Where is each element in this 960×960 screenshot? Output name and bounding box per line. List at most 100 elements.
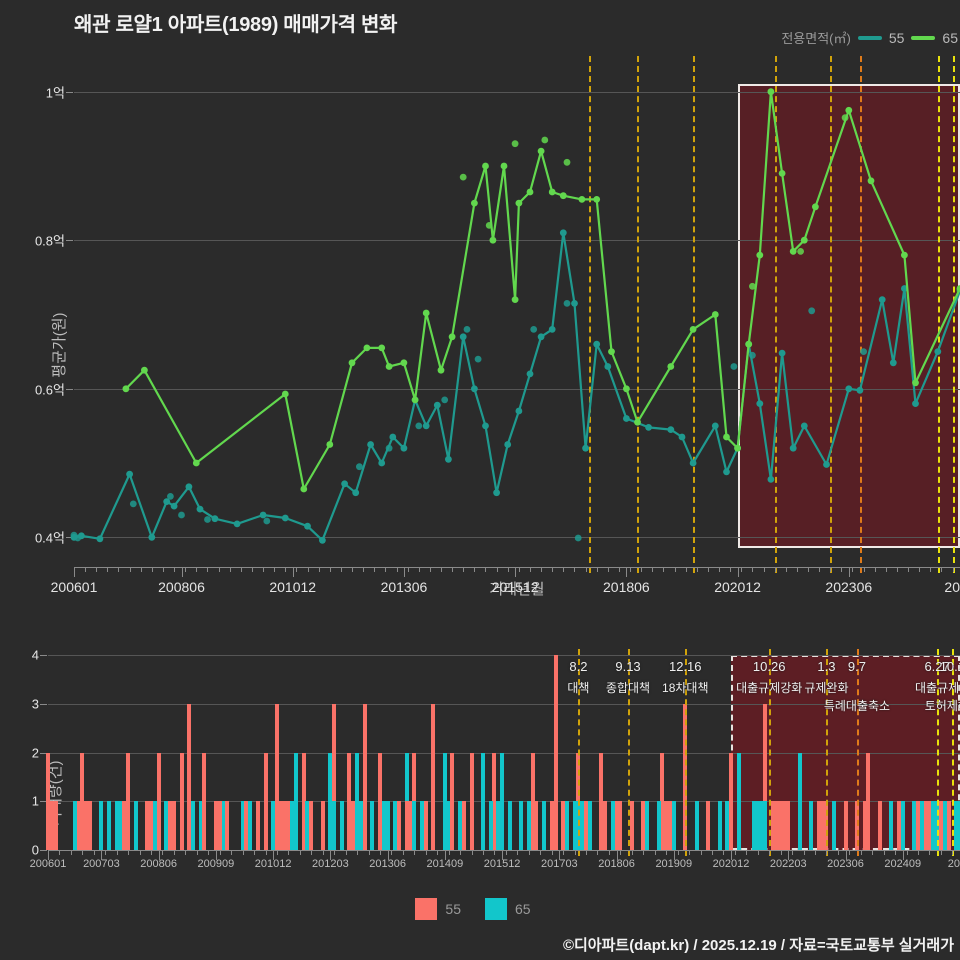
event-vline-volume [628, 649, 631, 856]
price-point-55 [667, 426, 675, 433]
price-scatter-65 [841, 114, 849, 122]
price-point-55 [515, 407, 523, 415]
x-tick-minor-volume [151, 851, 153, 855]
event-label-date: 1.3 [817, 659, 836, 674]
x-tick-minor-volume [505, 851, 507, 855]
volume-bar [660, 752, 665, 850]
x-tick-minor-volume [116, 851, 118, 855]
price-point-55 [559, 229, 567, 237]
x-tick-minor [263, 568, 265, 572]
event-label-name: 종합대책 [605, 681, 651, 695]
y-tick-label-volume: 2 [31, 745, 39, 760]
x-tick-label-volume: 200703 [83, 858, 120, 870]
x-tick-minor-volume [769, 851, 771, 855]
price-point-65 [300, 485, 308, 493]
x-tick-minor-volume [231, 851, 233, 855]
volume-bar [782, 801, 787, 850]
x-tick-minor [251, 568, 253, 572]
price-point-65 [422, 309, 430, 317]
x-tick-minor-volume [70, 851, 72, 855]
volume-bar [431, 703, 436, 850]
event-vline-volume [578, 649, 581, 856]
price-scatter-65 [541, 136, 549, 144]
x-tick-minor [496, 568, 498, 572]
volume-bar [942, 801, 947, 850]
price-point-65 [281, 390, 289, 398]
x-tick-minor-volume [952, 851, 954, 855]
price-scatter-55 [530, 326, 538, 333]
event-vline [952, 56, 955, 573]
volume-bar [240, 801, 245, 850]
price-scatter-55 [167, 493, 174, 500]
x-tick-minor [352, 568, 354, 572]
event-vline-volume [952, 649, 955, 856]
volume-bar [496, 801, 501, 850]
volume-bar [225, 801, 230, 850]
x-tick-minor [140, 568, 142, 572]
price-scatter-55 [563, 300, 571, 307]
y-tick-mark [66, 240, 73, 242]
volume-bar [187, 703, 192, 850]
x-tick-minor [752, 568, 754, 572]
volume-bar [152, 801, 157, 850]
volume-bar [99, 801, 104, 850]
x-tick-label-price: 201806 [603, 579, 650, 595]
price-scatter-55 [463, 326, 471, 333]
price-point-55 [352, 489, 360, 497]
x-tick-minor [285, 568, 287, 572]
x-tick-minor-volume [368, 851, 370, 855]
y-tick-label-volume: 4 [31, 647, 39, 663]
x-tick-minor [240, 568, 242, 572]
volume-bar [53, 801, 58, 850]
x-tick-minor-volume [780, 851, 782, 855]
volume-bar [927, 801, 932, 850]
price-point-65 [912, 379, 919, 387]
x-tick-minor [652, 568, 654, 572]
price-point-55 [823, 461, 830, 468]
x-tick-major-volume [215, 851, 217, 860]
x-tick-major-volume [101, 851, 103, 860]
price-point-55 [711, 422, 719, 430]
event-vline-volume [856, 649, 859, 856]
x-tick-minor [552, 568, 554, 572]
volume-bar [912, 801, 917, 850]
x-tick-minor-volume [814, 851, 816, 855]
volume-bar [706, 801, 711, 850]
event-label-date: 10.26 [752, 659, 786, 674]
volume-bar [843, 801, 848, 850]
x-tick-label-volume: 201703 [540, 858, 578, 870]
x-tick-minor-volume [448, 851, 450, 855]
volume-bar [213, 801, 218, 850]
x-tick-major [74, 568, 75, 577]
volume-bar [549, 801, 554, 850]
x-tick-minor-volume [631, 851, 633, 855]
x-tick-minor [129, 568, 131, 572]
price-point-55 [678, 433, 686, 441]
x-tick-minor-volume [196, 851, 198, 855]
volume-bar [328, 801, 333, 850]
x-tick-label-price: 201012 [269, 579, 317, 595]
price-point-55 [304, 522, 311, 530]
x-tick-major-volume [502, 851, 504, 860]
volume-bar [774, 801, 779, 850]
price-point-55 [148, 533, 156, 541]
x-tick-minor [819, 568, 821, 572]
x-tick-major-volume [788, 851, 790, 860]
x-tick-minor-volume [437, 851, 439, 855]
price-point-55 [504, 441, 512, 448]
x-tick-minor-volume [345, 851, 347, 855]
top-legend-label-65: 65 [942, 29, 958, 46]
volume-bar [877, 801, 882, 850]
volume-bar [168, 801, 173, 850]
volume-bar [553, 655, 558, 850]
x-tick-label-volume: 202306 [827, 858, 864, 870]
price-point-65 [437, 366, 445, 374]
x-tick-minor [719, 568, 721, 572]
x-tick-major [403, 568, 405, 577]
volume-bar [526, 801, 531, 850]
price-point-55 [471, 385, 478, 393]
x-tick-minor [841, 568, 843, 572]
volume-bar [916, 801, 921, 850]
x-tick-minor-volume [254, 851, 256, 855]
